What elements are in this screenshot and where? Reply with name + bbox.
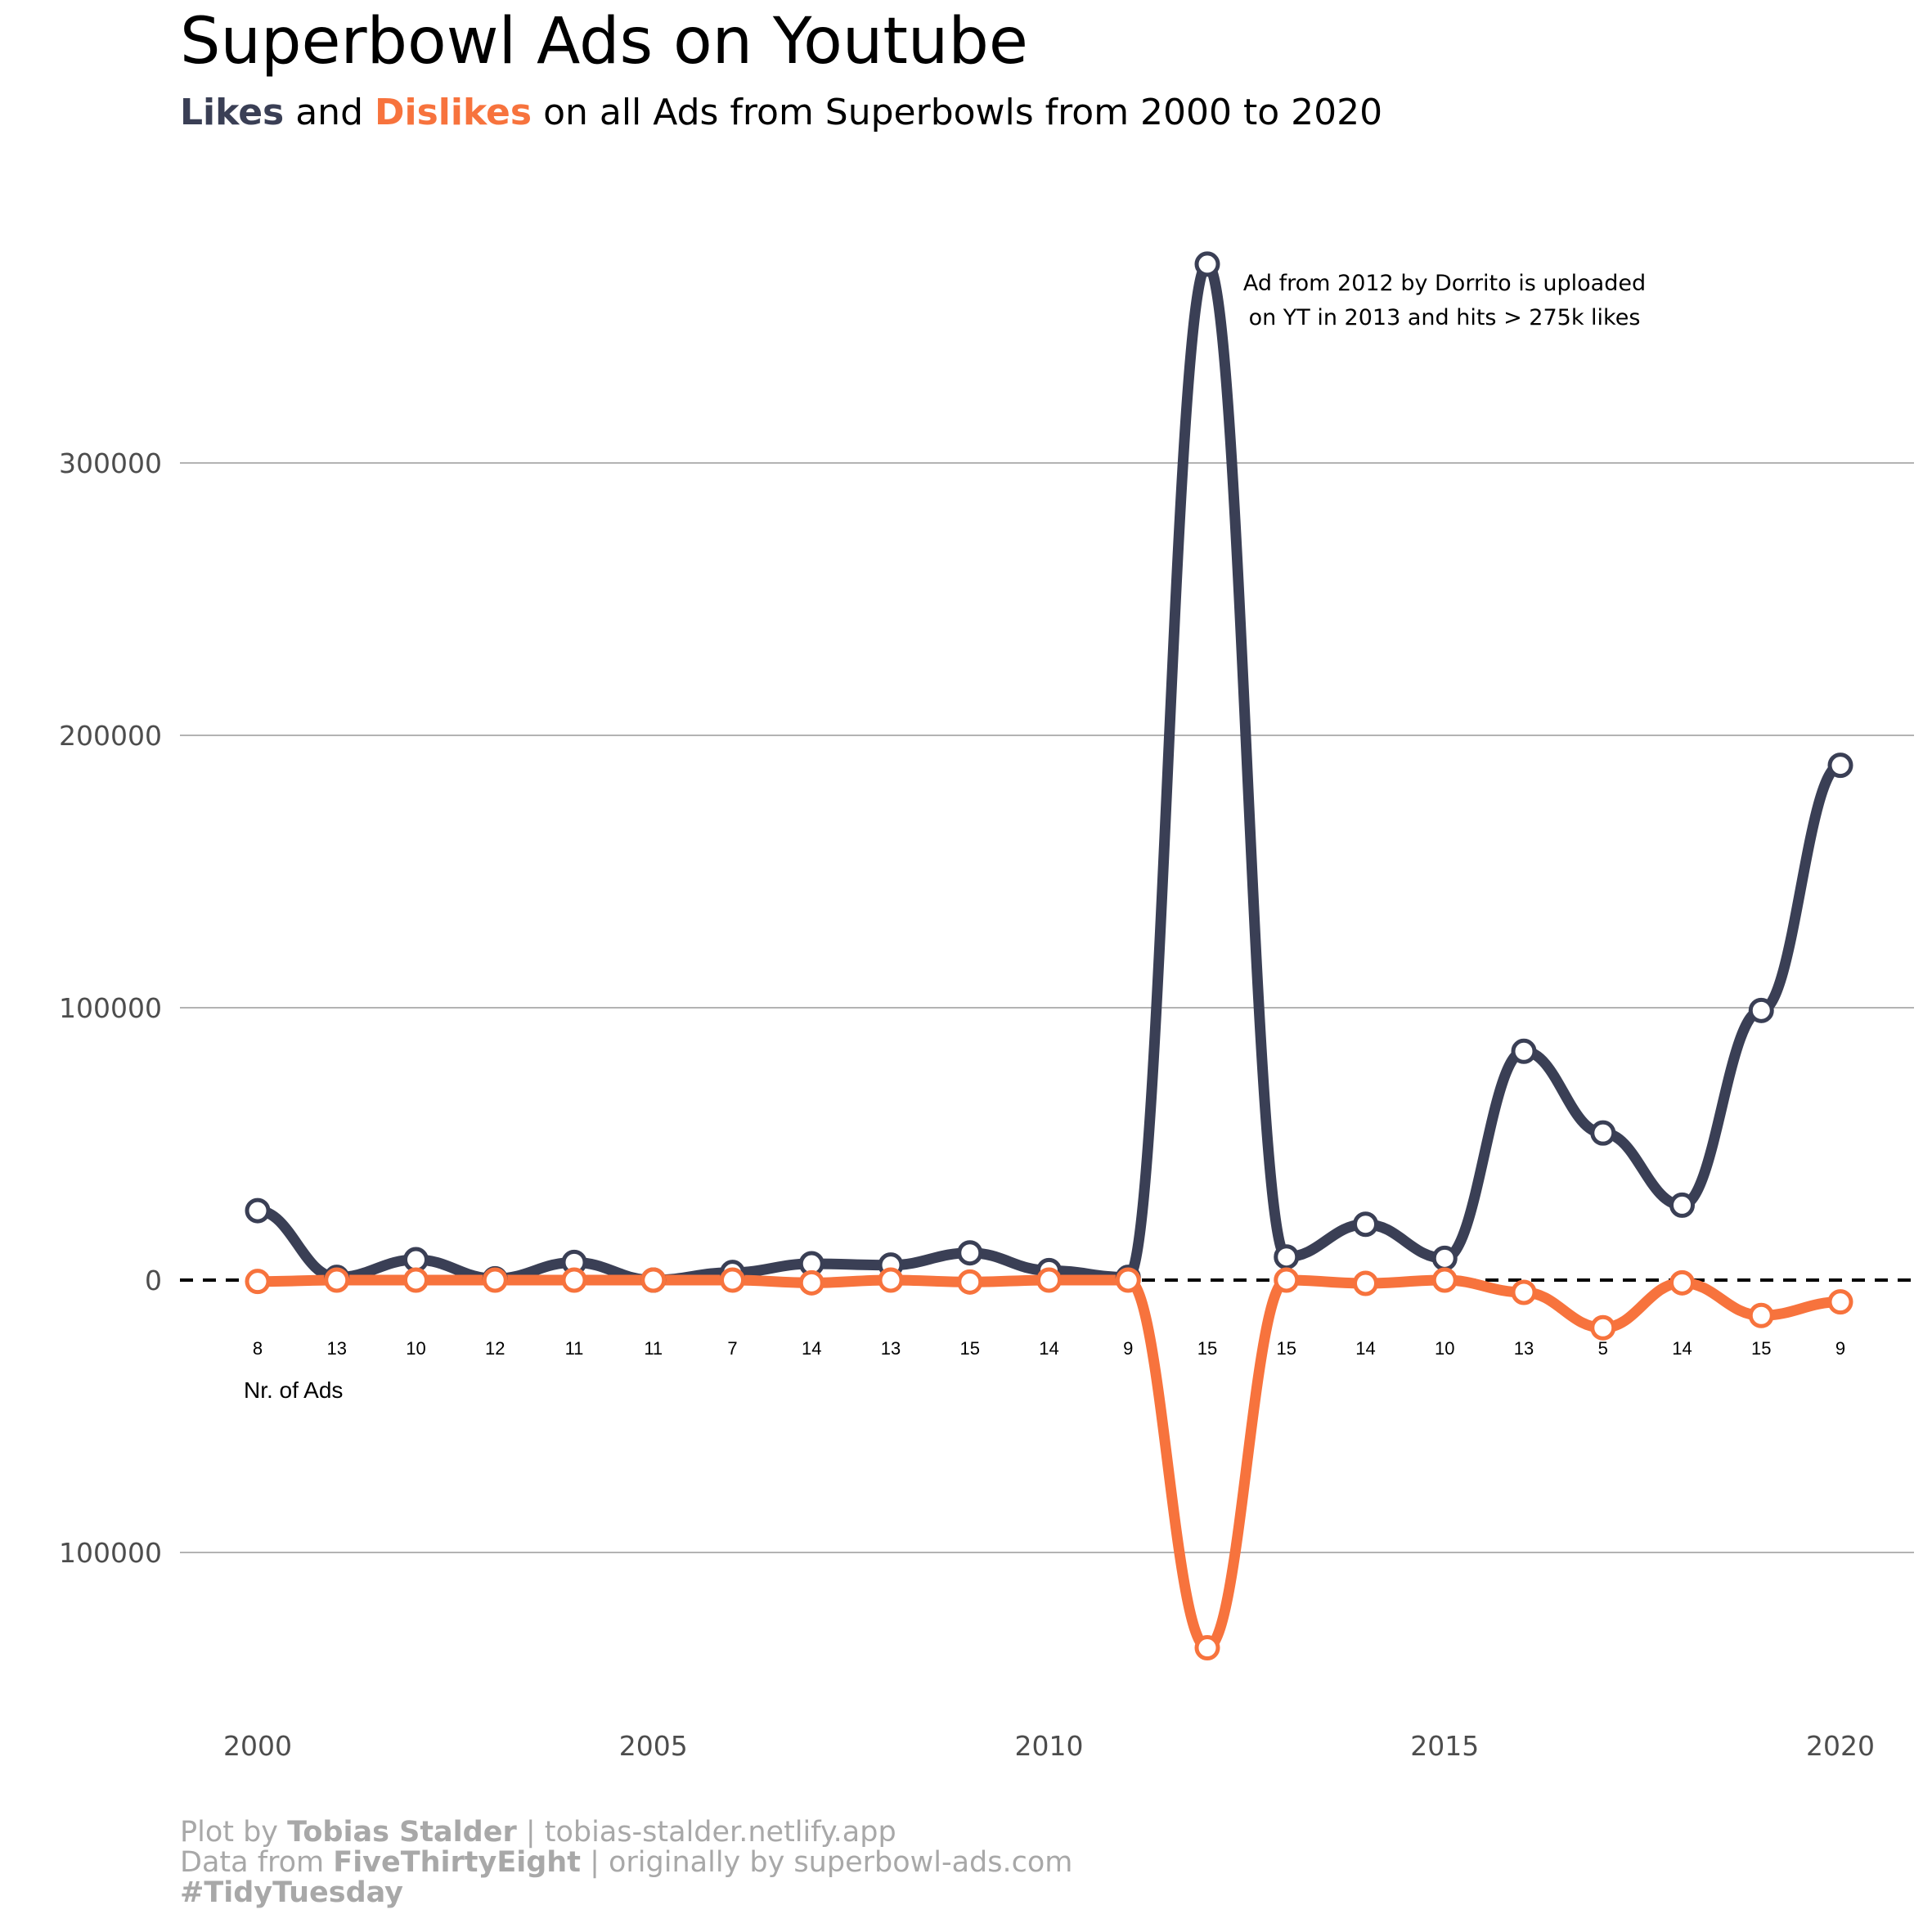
likes-point (1197, 254, 1218, 275)
ad-count-label: 14 (802, 1338, 821, 1359)
ad-count-label: 14 (1672, 1338, 1692, 1359)
ad-count-label: 13 (1514, 1338, 1534, 1359)
nr-of-ads-label: Nr. of Ads (244, 1377, 343, 1403)
ad-count-label: 10 (406, 1338, 425, 1359)
caption-source: FiveThirtyEight (333, 1846, 581, 1879)
ad-count-label: 11 (644, 1338, 663, 1359)
dislikes-point (406, 1269, 427, 1291)
caption-original: | originally by superbowl-ads.com (581, 1846, 1072, 1879)
ad-count-label: 13 (881, 1338, 901, 1359)
y-tick-label: 100000 (59, 992, 162, 1024)
dislikes-point (722, 1269, 744, 1291)
annotation-line-1: Ad from 2012 by Dorrito is uploaded (1243, 271, 1646, 296)
dislikes-points (247, 1269, 1851, 1659)
caption-author: Tobias Stalder (287, 1816, 517, 1849)
y-tick-label: 300000 (59, 447, 162, 479)
caption-line-1: Plot by Tobias Stalder | tobias-stalder.… (180, 1817, 1072, 1848)
likes-point (406, 1249, 427, 1270)
annotation-line-2: on YT in 2013 and hits > 275k likes (1249, 305, 1641, 330)
likes-points (247, 254, 1851, 1291)
ad-count-label: 11 (565, 1338, 584, 1359)
dislikes-point (643, 1269, 664, 1291)
ad-count-label: 9 (1835, 1338, 1845, 1359)
caption-data-from: Data from (180, 1846, 333, 1879)
ad-count-label: 15 (1197, 1338, 1217, 1359)
x-tick-label: 2005 (619, 1730, 688, 1762)
likes-point (959, 1242, 981, 1264)
y-tick-label: 100000 (59, 1537, 162, 1569)
dislikes-point (1197, 1638, 1218, 1659)
x-tick-label: 2000 (223, 1730, 292, 1762)
dislikes-point (880, 1269, 901, 1291)
dislikes-point (484, 1269, 505, 1291)
ad-count-label: 13 (327, 1338, 347, 1359)
grid-lines (180, 463, 1914, 1552)
ad-count-label: 14 (1355, 1338, 1375, 1359)
likes-point (1830, 755, 1851, 776)
dislikes-point (1750, 1305, 1772, 1326)
dislikes-point (326, 1269, 348, 1291)
dislikes-point (1355, 1273, 1377, 1294)
caption-website: | tobias-stalder.netlify.app (517, 1816, 896, 1849)
dislikes-point (1672, 1272, 1693, 1293)
dislikes-point (1513, 1282, 1534, 1303)
caption-line-3: #TidyTuesday (180, 1878, 1072, 1908)
caption-hashtag: #TidyTuesday (180, 1876, 403, 1909)
likes-point (247, 1200, 268, 1221)
ad-count-label: 15 (1751, 1338, 1771, 1359)
x-tick-label: 2010 (1015, 1730, 1084, 1762)
ad-count-label: 9 (1123, 1338, 1133, 1359)
dislikes-point (564, 1269, 585, 1291)
likes-point (1672, 1194, 1693, 1215)
y-tick-label: 0 (145, 1265, 162, 1296)
dislikes-point (247, 1271, 268, 1292)
dislikes-point (1434, 1269, 1455, 1291)
ad-count-label: 5 (1598, 1338, 1608, 1359)
ad-count-label: 15 (960, 1338, 980, 1359)
likes-point (1434, 1247, 1455, 1269)
ad-count-label: 12 (485, 1338, 505, 1359)
ad-count-label: 15 (1277, 1338, 1296, 1359)
dislikes-point (1593, 1317, 1614, 1338)
likes-point (1593, 1122, 1614, 1143)
y-tick-label: 200000 (59, 720, 162, 752)
dislikes-point (1276, 1269, 1297, 1291)
likes-point (1750, 1000, 1772, 1021)
dislikes-point (1039, 1269, 1060, 1291)
caption-plot-by: Plot by (180, 1816, 287, 1849)
dislikes-point (801, 1272, 822, 1293)
x-axis-tick-labels: 2000 2005 2010 2015 2020 (223, 1730, 1875, 1762)
dislikes-point (1830, 1292, 1851, 1313)
x-tick-label: 2015 (1410, 1730, 1479, 1762)
caption-line-2: Data from FiveThirtyEight | originally b… (180, 1848, 1072, 1878)
likes-point (1355, 1214, 1377, 1235)
dislikes-point (959, 1271, 981, 1292)
y-axis-tick-labels: 300000 200000 100000 0 100000 (59, 447, 162, 1569)
ad-count-labels: 8 13 10 12 11 11 7 14 13 15 14 9 15 15 14 10 13 5 14 15 9 (253, 1338, 1845, 1359)
ad-count-label: 8 (253, 1338, 263, 1359)
ad-count-label: 10 (1435, 1338, 1454, 1359)
likes-point (1276, 1247, 1297, 1268)
caption: Plot by Tobias Stalder | tobias-stalder.… (180, 1817, 1072, 1908)
ad-count-label: 14 (1039, 1338, 1058, 1359)
dislikes-point (1117, 1269, 1139, 1291)
ad-count-label: 7 (727, 1338, 737, 1359)
likes-point (1513, 1040, 1534, 1062)
x-tick-label: 2020 (1806, 1730, 1875, 1762)
